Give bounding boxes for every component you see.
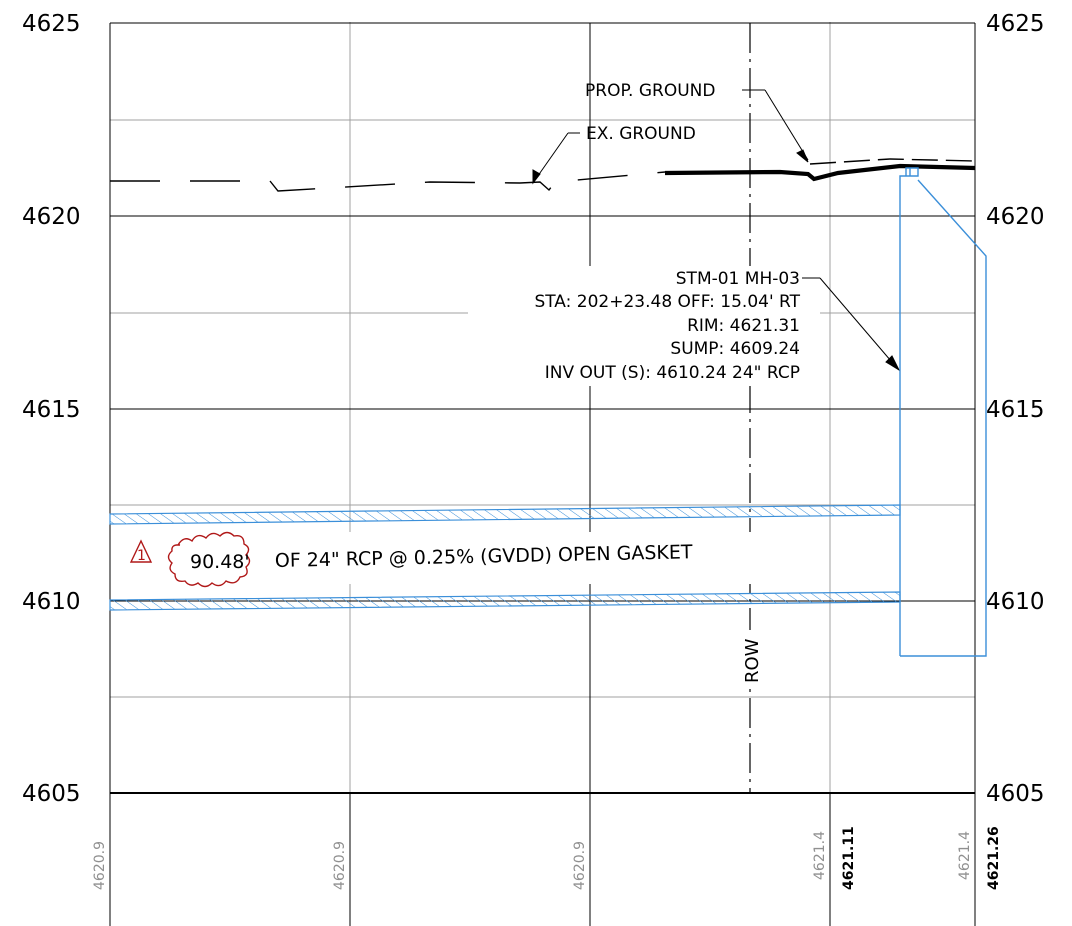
proposed-grade-label-2: 4621.26 <box>986 826 1002 890</box>
station-labels: 4620.9 4620.9 4620.9 4621.4 4621.11 4621… <box>92 826 1002 890</box>
revision-cloud <box>167 531 251 588</box>
structure-leader <box>802 277 901 372</box>
elevation-labels-left: 4625 4620 4615 4610 4605 <box>22 11 81 807</box>
major-grid <box>109 22 976 926</box>
structure-station-offset: STA: 202+23.48 OFF: 15.04' RT <box>534 292 800 312</box>
row-label: ROW <box>742 638 763 683</box>
manhole-structure <box>899 167 987 657</box>
structure-note: STM-01 MH-03 STA: 202+23.48 OFF: 15.04' … <box>534 269 800 383</box>
ex-ground-leader <box>532 132 580 185</box>
prop-ground-label: PROP. GROUND <box>585 81 715 101</box>
pipe-invert-wall <box>109 591 901 611</box>
revision-number: 1 <box>137 548 146 564</box>
elev-label-right-4610: 4610 <box>986 589 1045 615</box>
existing-grade-label-2: 4620.9 <box>332 841 348 890</box>
existing-grade-label-4: 4621.4 <box>812 831 828 880</box>
elev-label-left-4610: 4610 <box>22 589 81 615</box>
row-label-mask <box>740 630 762 688</box>
elev-label-right-4605: 4605 <box>986 781 1045 807</box>
pipe-label-mask <box>120 532 820 584</box>
pipe-length: 90.48' <box>190 551 250 573</box>
ex-ground-label: EX. GROUND <box>586 124 696 144</box>
station-ticks <box>349 793 831 926</box>
structure-rim: RIM: 4621.31 <box>687 316 800 336</box>
elev-label-right-4625: 4625 <box>986 11 1045 37</box>
existing-grade-label-5: 4621.4 <box>957 831 973 880</box>
structure-id: STM-01 MH-03 <box>676 269 800 289</box>
elev-label-left-4605: 4605 <box>22 781 81 807</box>
proposed-ground-line <box>664 163 976 182</box>
existing-ground-line-east <box>809 158 976 165</box>
revision-delta: 1 <box>129 539 153 564</box>
proposed-grade-label-1: 4621.11 <box>841 826 857 890</box>
structure-sump: SUMP: 4609.24 <box>670 339 800 359</box>
elevation-labels-right: 4625 4620 4615 4610 4605 <box>986 11 1045 807</box>
prop-ground-leader <box>742 89 809 163</box>
elev-label-left-4615: 4615 <box>22 397 81 423</box>
structure-invert-out: INV OUT (S): 4610.24 24" RCP <box>545 363 800 383</box>
elev-label-left-4620: 4620 <box>22 204 81 230</box>
minor-grid <box>110 22 975 793</box>
existing-ground-line <box>110 171 666 192</box>
existing-grade-label-3: 4620.9 <box>572 841 588 890</box>
pipe-24in-rcp <box>109 504 901 611</box>
structure-note-mask <box>468 266 820 386</box>
elev-label-right-4615: 4615 <box>986 397 1045 423</box>
pipe-crown-wall <box>109 504 901 525</box>
existing-grade-label-1: 4620.9 <box>92 841 108 890</box>
elev-label-left-4625: 4625 <box>22 11 81 37</box>
elev-label-right-4620: 4620 <box>986 204 1045 230</box>
